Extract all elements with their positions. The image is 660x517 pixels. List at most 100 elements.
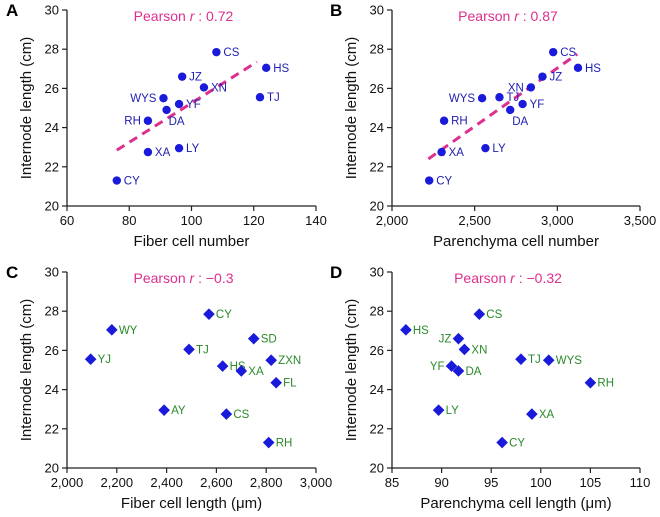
- data-point-label: SD: [261, 334, 277, 346]
- data-point-label: AY: [171, 405, 186, 417]
- y-tick-label: 24: [370, 382, 384, 397]
- data-point-label: WYS: [556, 355, 583, 367]
- data-point-label: JZ: [439, 334, 452, 346]
- y-tick-label: 22: [45, 159, 59, 174]
- data-point-label: XA: [449, 147, 465, 159]
- data-point-label: XN: [508, 82, 524, 94]
- data-point: [526, 83, 536, 92]
- y-tick-label: 30: [45, 3, 59, 18]
- panel-letter: A: [6, 1, 18, 20]
- data-point-diamond: [400, 324, 412, 336]
- y-tick-label: 22: [370, 159, 384, 174]
- pearson-r-symbol: r: [514, 8, 520, 24]
- data-point-label: RH: [597, 378, 614, 390]
- data-point-diamond: [445, 360, 458, 372]
- data-point-diamond: [584, 376, 597, 389]
- data-point-label: XA: [155, 147, 171, 159]
- data-point-label: RH: [276, 438, 293, 450]
- data-point-diamond: [270, 376, 282, 389]
- data-point-label: YJ: [98, 354, 111, 366]
- data-point-diamond: [183, 343, 195, 356]
- panel-b: B 20 22 24 26 28 30 2,000 2,500 3,000 3,500 Parench…: [330, 1, 656, 250]
- data-point: [425, 176, 434, 185]
- data-point-label: WYS: [130, 93, 157, 105]
- x-tick-label: 105: [580, 475, 602, 490]
- data-point-label: YF: [430, 361, 445, 373]
- x-tick-label: 2,400: [150, 475, 183, 490]
- data-point-label: CS: [223, 47, 239, 59]
- data-point: [549, 47, 558, 57]
- y-tick-label: 26: [45, 343, 59, 358]
- x-axis-title: Fiber cell number: [134, 233, 250, 250]
- data-point-label: RH: [124, 116, 141, 128]
- data-point-label: CS: [233, 409, 249, 421]
- data-point: [212, 47, 221, 57]
- data-point-diamond: [203, 308, 215, 320]
- pearson-prefix: Pearson: [458, 8, 514, 24]
- y-tick-label: 24: [370, 120, 384, 135]
- data-point-diamond: [496, 436, 508, 449]
- y-tick-label: 30: [370, 265, 384, 280]
- data-point-label: ZXN: [278, 355, 301, 367]
- panel-letter: D: [330, 263, 342, 282]
- data-point-label: TJ: [196, 344, 209, 356]
- data-point-label: CY: [124, 176, 140, 188]
- data-point-diamond: [515, 353, 527, 366]
- data-point-diamond: [452, 332, 465, 345]
- y-tick-label: 22: [45, 421, 59, 436]
- data-point-label: CS: [486, 309, 502, 321]
- data-point-diamond: [216, 360, 229, 372]
- data-point-label: XN: [471, 344, 487, 356]
- data-point-diamond: [542, 354, 555, 366]
- panel-letter: C: [6, 263, 18, 282]
- data-point-label: DA: [465, 366, 481, 378]
- pearson-value: : 0.72: [194, 8, 233, 24]
- x-tick-label: 2,500: [458, 213, 491, 228]
- data-point-diamond: [262, 436, 275, 449]
- data-point: [481, 143, 490, 153]
- y-axis-title: Internode length (cm): [18, 37, 35, 180]
- data-point-diamond: [473, 308, 486, 320]
- x-axis-title: Fiber cell length (μm): [121, 495, 262, 512]
- x-axis-title: Parenchyma cell length (μm): [420, 495, 611, 512]
- x-tick-label: 2,200: [101, 475, 134, 490]
- y-tick-label: 30: [370, 3, 384, 18]
- y-tick-label: 28: [45, 304, 59, 319]
- data-point-label: LY: [446, 405, 460, 417]
- data-point: [262, 63, 271, 73]
- pearson-value: : −0.32: [515, 270, 562, 286]
- data-point-label: TJ: [506, 92, 519, 104]
- y-tick-label: 20: [45, 461, 59, 476]
- data-point-label: XA: [248, 366, 264, 378]
- data-point-label: HS: [273, 63, 289, 75]
- x-tick-label: 2,600: [200, 475, 233, 490]
- pearson-value: : −0.3: [194, 270, 234, 286]
- panel-letter: B: [330, 1, 342, 20]
- y-tick-label: 26: [45, 81, 59, 96]
- data-point-label: WYS: [449, 93, 476, 105]
- y-tick-label: 24: [45, 382, 59, 397]
- data-point-diamond: [84, 353, 97, 366]
- x-tick-label: 3,000: [300, 475, 333, 490]
- data-point: [506, 105, 515, 115]
- data-point-label: WY: [119, 325, 138, 337]
- data-point: [159, 94, 168, 103]
- data-point-label: TJ: [267, 92, 280, 104]
- pearson-annotation: Pearson r : −0.32: [454, 270, 562, 286]
- data-point: [518, 99, 527, 109]
- data-point-label: CY: [509, 438, 525, 450]
- data-point-label: JZ: [189, 72, 202, 84]
- data-point-label: DA: [169, 116, 185, 128]
- data-point-diamond: [158, 404, 170, 416]
- data-point-diamond: [220, 408, 233, 420]
- data-point-diamond: [526, 408, 538, 420]
- x-tick-label: 100: [530, 475, 552, 490]
- panel-c: C 20 22 24 26 28 30 2,000 2,200 2,400 2,600 2,800 3,…: [6, 263, 332, 512]
- y-tick-label: 30: [45, 265, 59, 280]
- y-tick-label: 20: [370, 461, 384, 476]
- x-tick-label: 90: [434, 475, 448, 490]
- data-point: [143, 116, 153, 125]
- pearson-r-symbol: r: [190, 270, 196, 286]
- data-point-diamond: [452, 365, 465, 377]
